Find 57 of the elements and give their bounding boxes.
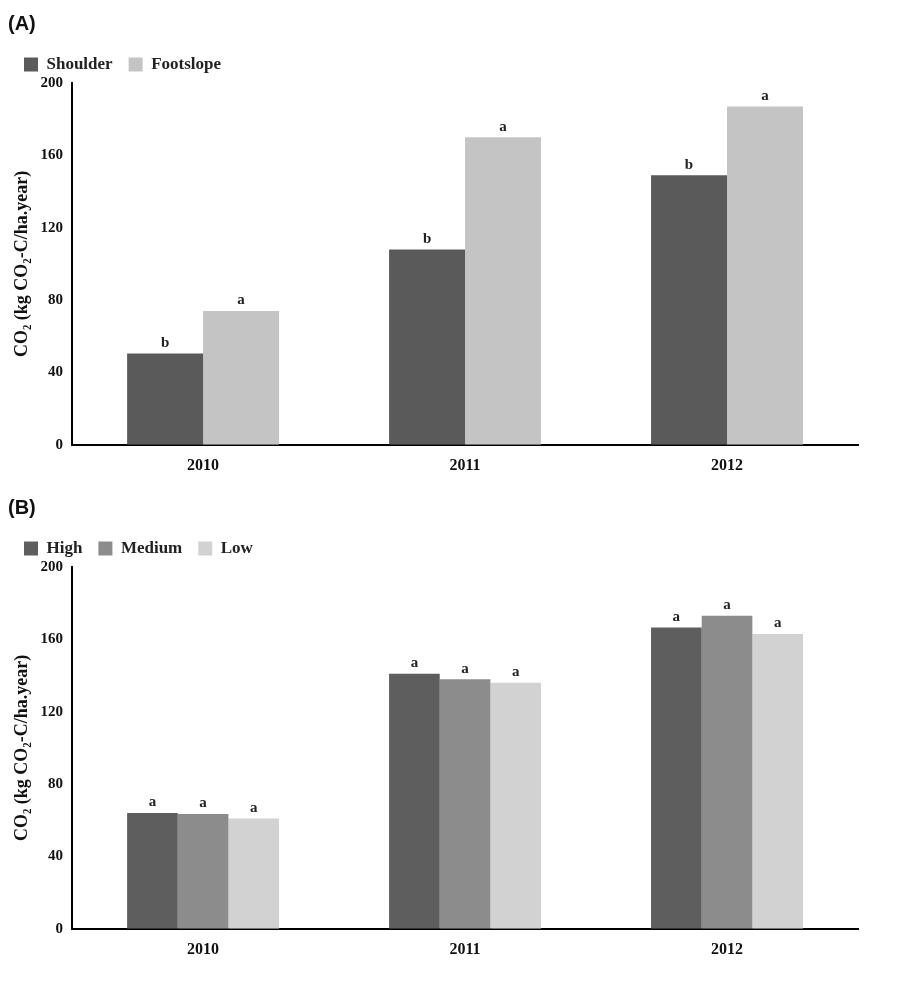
y-tick-label: 0	[55, 435, 64, 452]
bar	[701, 615, 753, 929]
chart-title: (A)	[8, 11, 36, 34]
bar	[465, 137, 542, 445]
data-label: a	[237, 291, 246, 308]
x-tick-label: 2011	[449, 939, 481, 957]
y-tick-label: 200	[40, 73, 64, 90]
data-label: b	[160, 333, 170, 350]
x-tick-label: 2012	[711, 939, 744, 957]
bar	[177, 813, 229, 929]
y-tick-label: 160	[40, 630, 64, 647]
data-label: a	[499, 117, 508, 134]
y-tick-label: 120	[40, 702, 64, 719]
bar	[651, 175, 728, 445]
data-label: a	[723, 596, 732, 613]
y-tick-label: 200	[40, 557, 64, 574]
data-label: a	[249, 798, 258, 815]
bar	[727, 106, 803, 445]
bar	[490, 682, 542, 929]
bar	[389, 673, 440, 929]
x-tick-label: 2010	[187, 939, 220, 957]
x-tick-label: 2011	[449, 455, 481, 473]
y-tick-label: 80	[48, 290, 64, 307]
data-label: a	[773, 614, 782, 631]
data-label: a	[148, 793, 157, 810]
y-tick-label: 160	[40, 146, 64, 163]
legend-label: Medium	[120, 537, 183, 557]
data-label: b	[684, 155, 694, 172]
y-tick-label: 120	[40, 218, 64, 235]
legend-label: High	[46, 537, 83, 557]
bar	[127, 353, 204, 445]
data-label: a	[672, 607, 681, 624]
x-tick-label: 2012	[711, 455, 744, 473]
bar	[203, 310, 280, 445]
data-label: a	[761, 86, 770, 103]
bar	[127, 813, 178, 929]
data-label: a	[199, 794, 208, 811]
chart-title: (B)	[8, 495, 36, 518]
y-tick-label: 80	[48, 774, 64, 791]
bar	[228, 818, 280, 929]
bar	[439, 679, 491, 929]
legend-label: Low	[220, 537, 254, 557]
bar	[389, 249, 466, 445]
bar	[752, 633, 803, 929]
y-tick-label: 40	[48, 363, 64, 380]
data-label: a	[461, 659, 470, 676]
data-label: a	[511, 663, 520, 680]
data-label: b	[422, 229, 432, 246]
x-tick-label: 2010	[187, 455, 220, 473]
legend-label: Shoulder	[46, 53, 114, 73]
y-axis-title: CO₂ (kg CO₂-C/ha.year)	[11, 654, 33, 842]
legend-label: Footslope	[151, 53, 222, 73]
bar	[651, 627, 702, 929]
data-label: a	[410, 654, 419, 671]
y-tick-label: 40	[48, 847, 64, 864]
y-axis-title: CO₂ (kg CO₂-C/ha.year)	[11, 170, 33, 358]
y-tick-label: 0	[55, 919, 64, 936]
